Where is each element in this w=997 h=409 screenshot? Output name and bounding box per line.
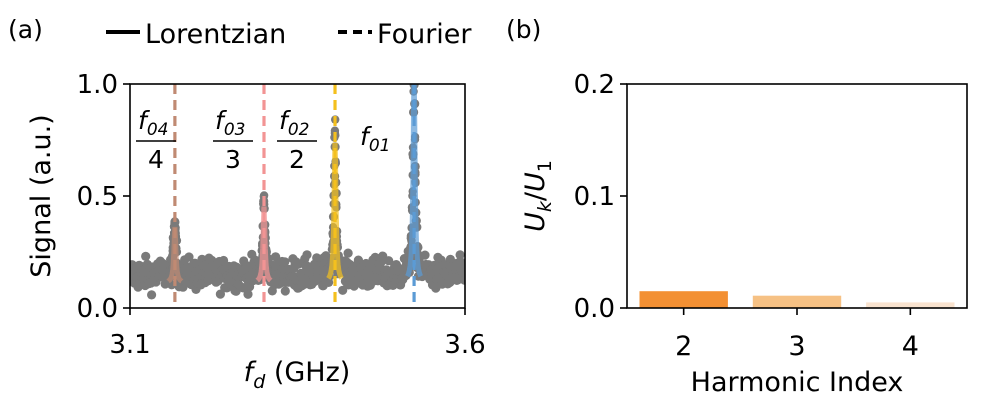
legend: Lorentzian Fourier <box>106 19 472 50</box>
panel-label-b: (b) <box>506 15 541 44</box>
data-point <box>410 62 418 70</box>
bar-3 <box>752 295 842 308</box>
data-point <box>459 275 465 285</box>
data-point <box>410 72 418 80</box>
x-tick-label-a: 3.6 <box>444 330 485 360</box>
data-point <box>271 252 281 262</box>
y-tick-label-a: 0.0 <box>77 294 118 324</box>
data-point <box>384 256 394 266</box>
x-tick-label-b: 2 <box>675 331 692 362</box>
x-tick-label-a: 3.1 <box>109 330 150 360</box>
lorentzian-fit-line <box>405 84 424 278</box>
svg-text:f03: f03 <box>215 106 245 140</box>
data-point <box>330 126 340 135</box>
y-ticks-a: 0.0 0.5 1.0 <box>77 70 130 324</box>
panel-b-plot: 0.0 0.1 0.2 2 3 4 Harmonic Index Uk/U1 <box>520 70 968 398</box>
data-point <box>445 254 455 264</box>
peak-label-denominator: 4 <box>148 145 164 174</box>
svg-text:f04: f04 <box>138 106 168 140</box>
peaks-layer <box>166 84 424 308</box>
panel-label-a: (a) <box>8 15 43 44</box>
data-point <box>243 289 253 299</box>
x-ticks-b: 2 3 4 <box>675 308 919 362</box>
svg-text:f01: f01 <box>360 122 390 156</box>
legend-label-fourier: Fourier <box>377 19 472 50</box>
x-tick-label-b: 3 <box>788 331 805 362</box>
lorentzian-fit-line <box>166 226 184 284</box>
peak-label-denominator: 2 <box>289 145 305 174</box>
data-point <box>410 73 418 81</box>
y-tick-label-b: 0.2 <box>574 70 615 100</box>
y-axis-label-a: Signal (a.u.) <box>26 114 57 277</box>
data-point <box>460 267 465 277</box>
legend-label-lorentzian: Lorentzian <box>145 19 286 50</box>
bars-layer <box>639 291 955 308</box>
y-tick-label-b: 0.0 <box>574 294 615 324</box>
svg-text:f02: f02 <box>279 106 309 140</box>
bar-4 <box>866 302 955 308</box>
data-point <box>343 248 353 258</box>
data-point <box>219 255 229 266</box>
y-tick-label-a: 0.5 <box>77 182 118 212</box>
x-tick-label-b: 4 <box>902 331 919 362</box>
x-axis-label-a: fd (GHz) <box>244 357 351 393</box>
bar-2 <box>639 291 728 308</box>
data-point <box>141 251 151 261</box>
data-point <box>147 290 157 300</box>
y-ticks-b: 0.0 0.1 0.2 <box>574 70 627 324</box>
data-point <box>420 250 430 260</box>
x-ticks-a: 3.1 3.6 <box>109 308 486 360</box>
data-point <box>184 252 194 262</box>
y-axis-label-b: Uk/U1 <box>520 160 556 232</box>
peak-label-f01: f01 <box>360 122 390 156</box>
data-point <box>280 257 290 267</box>
data-point <box>170 219 179 228</box>
data-point <box>410 69 418 77</box>
lorentzian-fit-line <box>326 142 344 280</box>
peak-label-denominator: 3 <box>225 145 241 174</box>
y-tick-label-a: 1.0 <box>77 70 118 100</box>
data-point <box>353 255 363 265</box>
data-point <box>455 250 465 260</box>
y-tick-label-b: 0.1 <box>574 182 615 212</box>
lorentzian-fit-line <box>255 206 273 283</box>
data-point <box>280 286 290 296</box>
data-point <box>302 250 312 260</box>
x-axis-label-b: Harmonic Index <box>691 367 904 398</box>
axes-frame-b <box>626 83 968 309</box>
